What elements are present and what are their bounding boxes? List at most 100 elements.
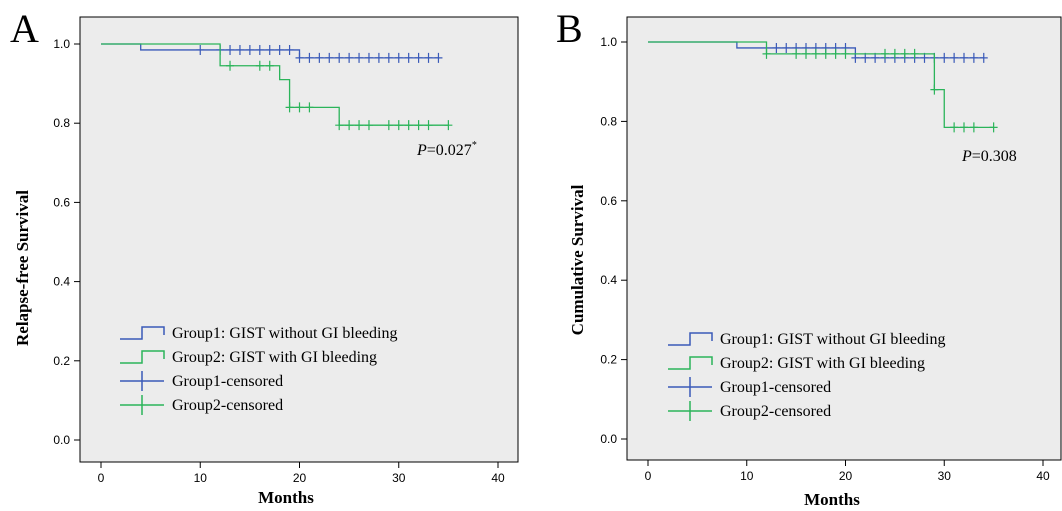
censor-mark-group1 (235, 44, 244, 55)
y-tick-label: 0.8 (600, 114, 617, 128)
censor-mark-group2 (444, 120, 453, 131)
survival-curve-group2 (648, 41, 994, 129)
legend-label: Group1-censored (172, 373, 283, 390)
p-value: P=0.308 (961, 148, 1017, 165)
legend-cross-swatch (668, 401, 712, 421)
censor-mark-group1 (255, 44, 264, 55)
censor-mark-group2 (831, 48, 840, 59)
x-tick-label: 30 (392, 471, 406, 485)
y-tick-label: 0.0 (53, 433, 70, 447)
x-tick-label: 20 (839, 469, 853, 483)
legend-label: Group2: GIST with GI bleeding (172, 349, 377, 366)
censor-mark-group1 (245, 44, 254, 55)
y-tick-label: 1.0 (53, 37, 70, 51)
survival-curve-group2 (101, 43, 449, 126)
p-value: P=0.027* (416, 140, 477, 159)
y-tick-label: 0.2 (600, 353, 617, 367)
censor-mark-group1 (335, 52, 344, 63)
legend-label: Group1: GIST without GI bleeding (172, 325, 397, 342)
censor-mark-group2 (226, 60, 235, 71)
censor-mark-group1 (414, 52, 423, 63)
plot-area (79, 16, 519, 463)
x-tick-label: 40 (491, 471, 505, 485)
censor-mark-group1 (285, 44, 294, 55)
censor-mark-group2 (394, 120, 403, 131)
censor-mark-group2 (762, 48, 771, 59)
legend-cross-swatch (120, 395, 164, 415)
legend-label: Group2-censored (172, 397, 283, 414)
censor-mark-group2 (910, 48, 919, 59)
legend-label: Group1: GIST without GI bleeding (720, 331, 945, 348)
x-tick-label: 40 (1036, 469, 1050, 483)
censor-mark-group2 (881, 48, 889, 59)
censor-mark-group1 (950, 52, 959, 63)
y-tick-label: 0.6 (53, 195, 70, 209)
censor-mark-group1 (295, 52, 304, 63)
censor-mark-group2 (950, 122, 959, 133)
censor-mark-group1 (772, 42, 781, 53)
censor-mark-group2 (255, 60, 264, 71)
censor-mark-group2 (345, 120, 354, 131)
y-tick-label: 0.6 (600, 194, 617, 208)
x-tick-label: 0 (98, 471, 105, 485)
censor-mark-group2 (335, 120, 344, 131)
censor-mark-group2 (900, 48, 909, 59)
censor-mark-group1 (979, 52, 988, 63)
panel-b: B 0 10 20 30 40 0.0 0.2 0.4 0.6 0.8 1.0 Group1: GIS… (556, 6, 1062, 509)
legend-step-swatch (120, 326, 165, 340)
censor-mark-group2 (890, 48, 899, 59)
x-tick-label: 10 (740, 469, 754, 483)
censor-mark-group1 (969, 52, 978, 63)
legend-step-swatch (668, 356, 713, 370)
plot-content: 0 10 20 30 40 0.0 0.2 0.4 0.6 0.8 1.0 Group1: GIST … (600, 35, 1050, 483)
x-axis-title: Months (258, 488, 314, 507)
censor-mark-group1 (404, 52, 413, 63)
censor-mark-group1 (226, 44, 235, 55)
censor-mark-group2 (960, 122, 968, 133)
y-tick-label: 0.4 (53, 275, 70, 289)
legend-cross-swatch (120, 371, 164, 391)
censor-mark-group2 (364, 120, 373, 131)
censor-mark-group2 (295, 102, 304, 113)
censor-mark-group1 (940, 52, 949, 63)
censor-mark-group1 (305, 52, 314, 63)
censor-mark-group1 (196, 44, 205, 55)
censor-mark-group1 (424, 52, 433, 63)
legend-step-swatch (668, 332, 713, 346)
legend-label: Group2-censored (720, 403, 831, 420)
panel-letter: B (556, 6, 583, 51)
y-tick-label: 0.4 (600, 273, 617, 287)
panel-letter: A (10, 6, 39, 51)
censor-mark-group2 (841, 48, 850, 59)
censor-mark-group2 (821, 48, 830, 59)
x-tick-label: 20 (293, 471, 307, 485)
censor-mark-group2 (285, 102, 294, 113)
y-axis-title: Relapse-free Survival (13, 190, 32, 346)
plot-content: 0 10 20 30 40 0.0 0.2 0.4 0.6 0.8 1.0 Group1: GIST … (53, 37, 505, 485)
y-axis-title: Cumulative Survival (568, 184, 587, 335)
censor-mark-group1 (364, 52, 373, 63)
legend: Group1: GIST without GI bleeding Group2: … (120, 325, 397, 415)
x-axis-title: Months (804, 490, 860, 509)
censor-mark-group2 (305, 102, 314, 113)
y-tick-label: 0.2 (53, 354, 70, 368)
legend-cross-swatch (668, 377, 712, 397)
legend-label: Group1-censored (720, 379, 831, 396)
censor-mark-group2 (384, 120, 393, 131)
censor-mark-group1 (275, 44, 284, 55)
legend: Group1: GIST without GI bleeding Group2: … (668, 331, 945, 421)
censor-mark-group2 (811, 48, 820, 59)
y-tick-label: 1.0 (600, 35, 617, 49)
censor-mark-group2 (424, 120, 433, 131)
censor-mark-group1 (345, 52, 354, 63)
legend-label: Group2: GIST with GI bleeding (720, 355, 925, 372)
censor-mark-group1 (960, 52, 968, 63)
censor-mark-group1 (374, 52, 383, 63)
censor-mark-group1 (325, 52, 334, 63)
panel-a: A 0 10 20 30 40 0.0 0.2 0.4 0.6 0.8 1.0 Group1: GIS… (10, 6, 519, 507)
censor-mark-group1 (355, 52, 364, 63)
censor-mark-group1 (315, 52, 324, 63)
censor-mark-group2 (792, 48, 801, 59)
censor-mark-group2 (802, 48, 810, 59)
